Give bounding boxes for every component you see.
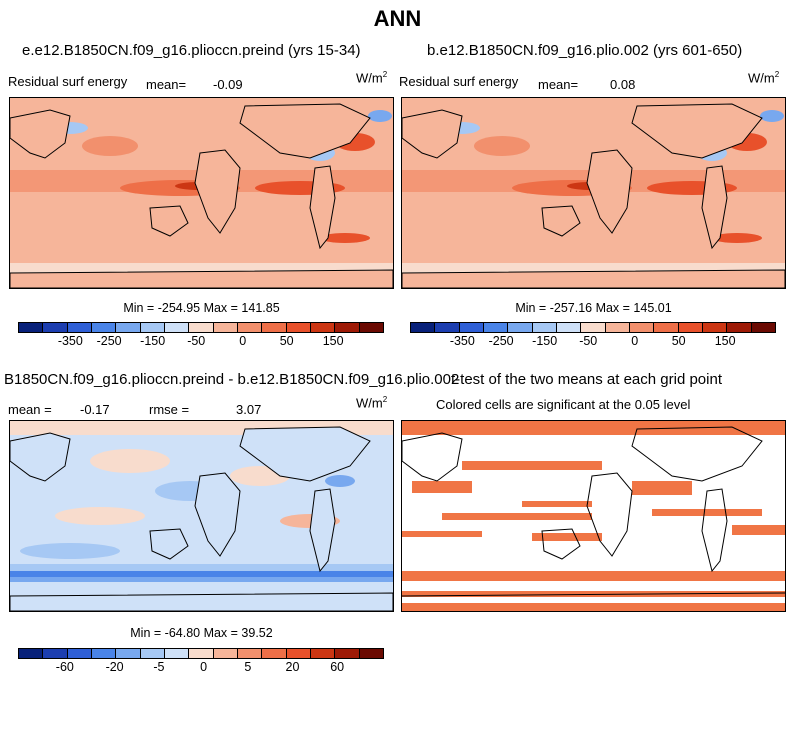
colorbar-swatch <box>19 323 44 332</box>
panel3-rmse-label: rmse = <box>149 402 190 417</box>
panel1-colorbar <box>18 322 384 333</box>
colorbar-swatch <box>189 323 214 332</box>
colorbar-swatch <box>164 323 190 332</box>
colorbar-swatch <box>189 649 214 658</box>
panel3-minmax: Min = -64.80 Max = 39.52 <box>130 626 273 640</box>
colorbar-swatch <box>91 323 117 332</box>
panel3-mean-value: -0.17 <box>80 402 110 417</box>
cbar1-tick-label: -350 <box>57 334 83 348</box>
panel4-subtitle: Colored cells are significant at the 0.0… <box>436 397 691 412</box>
colorbar-swatch <box>508 323 533 332</box>
cbar1-tick-label: 150 <box>322 334 344 348</box>
colorbar-swatch <box>435 323 460 332</box>
colorbar-swatch <box>727 323 752 332</box>
colorbar-swatch <box>411 323 436 332</box>
cbar2-tick-label: 150 <box>714 334 736 348</box>
colorbar-swatch <box>91 649 117 658</box>
cbar3-tick-label: 60 <box>330 660 345 674</box>
colorbar-swatch <box>43 323 68 332</box>
cbar1-tick-label: -250 <box>96 334 122 348</box>
cbar3-tick-label: -60 <box>55 660 74 674</box>
colorbar-swatch <box>213 649 238 658</box>
colorbar-swatch <box>164 649 190 658</box>
colorbar-swatch <box>629 323 655 332</box>
panel1-variable-label: Residual surf energy <box>8 74 128 89</box>
colorbar-swatch <box>359 323 383 332</box>
panel1-units: W/m2 <box>356 70 388 86</box>
colorbar-swatch <box>43 649 68 658</box>
colorbar-swatch <box>140 323 165 332</box>
cbar3-tick-label: 5 <box>244 660 252 674</box>
panel2-minmax: Min = -257.16 Max = 145.01 <box>515 301 672 315</box>
panel3-colorbar <box>18 648 384 659</box>
colorbar-swatch <box>335 649 360 658</box>
colorbar-swatch <box>237 649 263 658</box>
panel2-colorbar-ticks: -350 -250 -150 -50 0 50 150 <box>410 334 776 350</box>
colorbar-swatch <box>483 323 509 332</box>
panel1-mean-label: mean= <box>146 77 187 92</box>
panel3-units: W/m2 <box>356 395 388 411</box>
colorbar-swatch <box>262 649 287 658</box>
panel1-mean-value: -0.09 <box>213 77 243 92</box>
panel1-minmax: Min = -254.95 Max = 141.85 <box>123 301 280 315</box>
colorbar-swatch <box>116 649 141 658</box>
cbar1-tick-label: 50 <box>279 334 294 348</box>
panel3-map <box>9 420 394 612</box>
cbar2-tick-label: -150 <box>532 334 558 348</box>
panel3-rmse-value: 3.07 <box>236 402 262 417</box>
colorbar-swatch <box>67 649 92 658</box>
colorbar-swatch <box>286 323 311 332</box>
cbar3-tick-label: -20 <box>105 660 124 674</box>
panel3-mean-label: mean = <box>8 402 52 417</box>
panel2-mean-value: 0.08 <box>610 77 636 92</box>
cbar1-tick-label: -150 <box>140 334 166 348</box>
cbar2-tick-label: -50 <box>579 334 598 348</box>
colorbar-swatch <box>532 323 557 332</box>
cbar2-tick-label: 0 <box>631 334 639 348</box>
colorbar-swatch <box>359 649 383 658</box>
panel2-title: b.e12.B1850CN.f09_g16.plio.002 (yrs 601-… <box>427 42 743 59</box>
colorbar-swatch <box>702 323 728 332</box>
cbar3-tick-label: 0 <box>200 660 208 674</box>
colorbar-swatch <box>67 323 92 332</box>
colorbar-swatch <box>116 323 141 332</box>
colorbar-swatch <box>556 323 582 332</box>
cbar1-tick-label: -50 <box>187 334 206 348</box>
panel1-title: e.e12.B1850CN.f09_g16.plioccn.preind (yr… <box>22 42 361 59</box>
panel2-units: W/m2 <box>748 70 780 86</box>
colorbar-swatch <box>310 649 336 658</box>
cbar3-tick-label: 20 <box>285 660 300 674</box>
colorbar-swatch <box>140 649 165 658</box>
panel2-colorbar <box>410 322 776 333</box>
panel1-map <box>9 97 394 289</box>
cbar1-tick-label: 0 <box>239 334 247 348</box>
panel1-colorbar-ticks: -350 -250 -150 -50 0 50 150 <box>18 334 384 350</box>
panel2-mean-label: mean= <box>538 77 579 92</box>
colorbar-swatch <box>310 323 336 332</box>
panel3-title: B1850CN.f09_g16.plioccn.preind - b.e12.B… <box>4 371 460 388</box>
colorbar-swatch <box>19 649 44 658</box>
cbar3-tick-label: -5 <box>153 660 165 674</box>
cbar2-tick-label: -350 <box>449 334 475 348</box>
panel4-map <box>401 420 786 612</box>
colorbar-swatch <box>213 323 238 332</box>
panel2-map <box>401 97 786 289</box>
cbar2-tick-label: 50 <box>671 334 686 348</box>
colorbar-swatch <box>335 323 360 332</box>
colorbar-swatch <box>751 323 775 332</box>
cbar2-tick-label: -250 <box>488 334 514 348</box>
panel3-colorbar-ticks: -60 -20 -5 0 5 20 60 <box>18 660 384 676</box>
colorbar-swatch <box>286 649 311 658</box>
main-title: ANN <box>373 6 422 31</box>
colorbar-swatch <box>678 323 703 332</box>
colorbar-swatch <box>654 323 679 332</box>
colorbar-swatch <box>262 323 287 332</box>
panel2-variable-label: Residual surf energy <box>399 74 519 89</box>
colorbar-swatch <box>581 323 606 332</box>
colorbar-swatch <box>459 323 484 332</box>
colorbar-swatch <box>605 323 630 332</box>
panel4-title: t-test of the two means at each grid poi… <box>451 371 722 388</box>
colorbar-swatch <box>237 323 263 332</box>
